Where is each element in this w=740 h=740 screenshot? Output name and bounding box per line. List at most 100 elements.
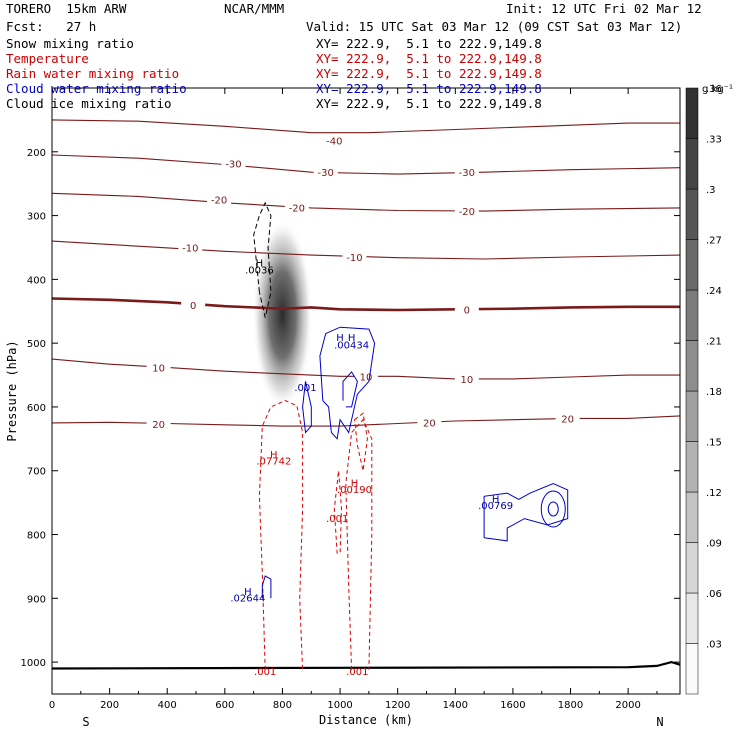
cloud-water-label: .00769 [478, 501, 513, 512]
colorbar-segment [685, 239, 699, 291]
contour-label-bg [207, 193, 232, 206]
contour-label-bg [221, 157, 246, 170]
cloud-ice-contour [253, 201, 272, 318]
cloud-water-label: H [348, 333, 356, 344]
cloud-ice-label: H [256, 259, 264, 270]
x-tick-label: 2000 [615, 700, 640, 711]
rain-label: H [351, 479, 359, 490]
cloud-water-contour [342, 371, 358, 408]
y-tick-label: 400 [27, 275, 46, 286]
x-tick-label: 0 [49, 700, 55, 711]
temperature-label: 0 [190, 301, 196, 312]
rain-label: .07742 [256, 456, 291, 467]
forecast-hour: Fcst: 27 h [6, 19, 97, 34]
x-tick-label: 1200 [385, 700, 410, 711]
x-tick-label: 1800 [558, 700, 583, 711]
temperature-label: 20 [152, 420, 165, 431]
cloud-water-label: .02644 [230, 594, 265, 605]
x-tick-label: 400 [158, 700, 177, 711]
rain-label: .00190 [337, 485, 372, 496]
colorbar-tick-label: .27 [706, 236, 722, 247]
colorbar-segment [685, 87, 699, 139]
temperature-label: 0 [464, 305, 470, 316]
cloud-water-contour [547, 501, 559, 517]
colorbar-tick-label: .03 [706, 640, 722, 651]
rain-contour [354, 412, 368, 471]
rain-contour [333, 470, 343, 554]
terrain-line [51, 660, 681, 670]
cloud-water-contour [302, 381, 312, 434]
rain-contour [258, 400, 304, 670]
snow-shading [252, 219, 313, 410]
y-axis-label: Pressure (hPa) [5, 340, 19, 441]
contour-label-bg [284, 201, 309, 214]
x-tick-label: 1600 [500, 700, 525, 711]
rain-label: .001 [254, 667, 276, 678]
x-tick-label: 800 [273, 700, 292, 711]
temperature-label: -30 [225, 159, 241, 170]
colorbar-tick-label: .21 [706, 337, 722, 348]
temperature-label: -10 [182, 243, 198, 254]
y-tick-label: 800 [27, 531, 46, 542]
field-xy: XY= 222.9, 5.1 to 222.9,149.8 [316, 36, 542, 51]
contour-label-bg [454, 372, 479, 385]
temperature-contour [51, 119, 680, 134]
colorbar-segment [685, 542, 699, 594]
y-tick-label: 900 [27, 594, 46, 605]
contour-label-bg [454, 166, 479, 179]
contour-label-bg [178, 241, 203, 254]
contour-label-bg [354, 370, 378, 383]
contour-label-bg [555, 412, 580, 425]
colorbar-tick-label: .06 [706, 589, 722, 600]
init-time: Init: 12 UTC Fri 02 Mar 12 [506, 1, 702, 16]
temperature-label: 20 [561, 414, 574, 425]
temperature-label: -20 [289, 203, 305, 214]
colorbar-segment [685, 592, 699, 644]
temperature-label: -20 [459, 207, 475, 218]
colorbar-tick-label: .3 [706, 185, 716, 196]
cloud-water-contour [483, 482, 569, 542]
x-tick-label: 1400 [443, 700, 468, 711]
cloud-water-label: H [336, 333, 344, 344]
temperature-label: 10 [152, 363, 165, 374]
rain-label: .001 [346, 667, 368, 678]
colorbar-segment [685, 441, 699, 493]
contour-label-bg [146, 361, 171, 374]
valid-time: Valid: 15 UTC Sat 03 Mar 12 (09 CST Sat … [306, 19, 683, 34]
field-xy: XY= 222.9, 5.1 to 222.9,149.8 [316, 66, 542, 81]
colorbar-tick-label: .24 [706, 286, 722, 297]
temperature-label: -10 [346, 253, 362, 264]
temperature-label: -20 [211, 196, 227, 207]
field-name: Rain water mixing ratio [6, 66, 180, 81]
contour-label-bg [313, 166, 338, 179]
colorbar-segment [685, 390, 699, 442]
field-xy: XY= 222.9, 5.1 to 222.9,149.8 [316, 51, 542, 66]
colorbar-segment [685, 643, 699, 695]
colorbar-tick-label: .36 [706, 84, 722, 95]
cloud-water-contour [261, 575, 272, 599]
colorbar-tick-label: .12 [706, 488, 722, 499]
temperature-contour [51, 297, 680, 312]
colorbar-segment [685, 138, 699, 190]
cloud-ice-label: .0036 [245, 266, 274, 277]
cloud-water-label: .00434 [334, 340, 369, 351]
x-tick-label: 600 [215, 700, 234, 711]
y-tick-label: 200 [27, 148, 46, 159]
colorbar-unit: g kg⁻¹ [702, 84, 733, 95]
temperature-label: 10 [460, 375, 473, 386]
model-title: TORERO 15km ARW [6, 1, 127, 16]
rain-contour [345, 418, 373, 670]
field-name: Cloud ice mixing ratio [6, 96, 172, 111]
contour-label-bg [417, 416, 442, 429]
center-title: NCAR/MMM [224, 1, 285, 16]
y-tick-label: 1000 [21, 658, 46, 669]
left-endpoint-label: S [82, 715, 89, 729]
colorbar-tick-label: .33 [706, 135, 722, 146]
temperature-contour [51, 154, 681, 175]
colorbar-tick-label: .18 [706, 387, 722, 398]
y-tick-label: 600 [27, 403, 46, 414]
contour-label-bg [342, 251, 367, 264]
x-axis-label: Distance (km) [319, 713, 413, 727]
rain-label: H [270, 450, 278, 461]
cloud-water-contour [319, 326, 376, 440]
